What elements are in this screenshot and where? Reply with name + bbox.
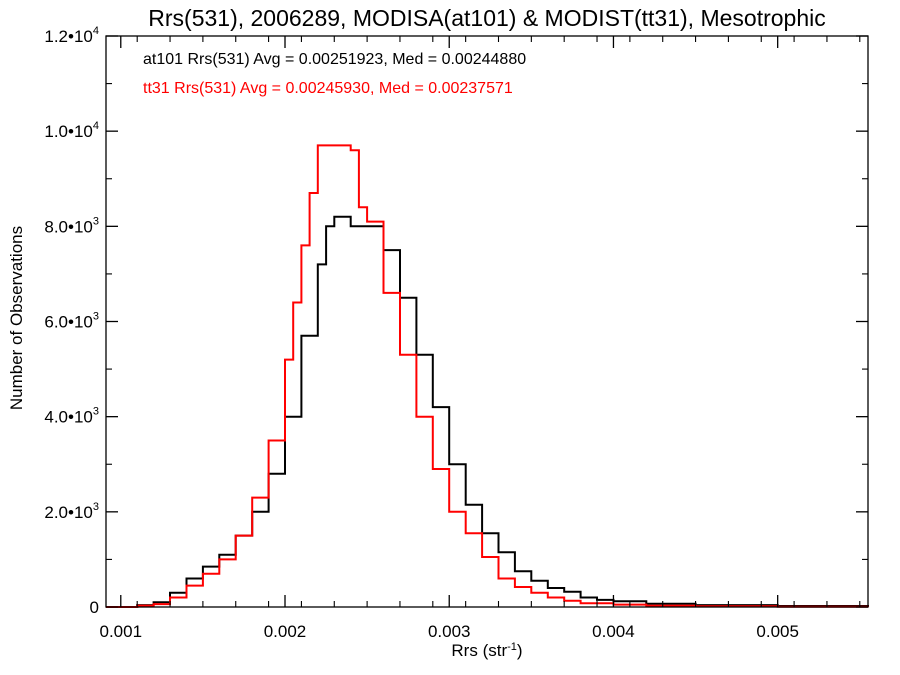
tick-layer: 0.001 0.002 0.003 0.004 0.00502.0•1034.0•103… bbox=[44, 25, 868, 641]
x-tick-label: 0.003 bbox=[428, 622, 471, 641]
y-tick-mantissa: 1.0•10 bbox=[44, 122, 93, 141]
y-tick-label: 4.0•103 bbox=[44, 406, 99, 427]
x-axis-label: Rrs (str-1) bbox=[451, 641, 522, 660]
x-tick-label: 0.004 bbox=[592, 622, 635, 641]
plot-frame bbox=[105, 35, 869, 608]
y-tick-mantissa: 4.0•10 bbox=[44, 408, 93, 427]
y-tick-mantissa: 2.0•10 bbox=[44, 503, 93, 522]
y-tick-exponent: 4 bbox=[93, 25, 99, 37]
series-line-0 bbox=[106, 215, 869, 608]
y-tick-exponent: 3 bbox=[93, 501, 99, 513]
series-layer bbox=[106, 144, 869, 608]
legend-entry-at101: at101 Rrs(531) Avg = 0.00251923, Med = 0… bbox=[143, 51, 526, 68]
x-axis-label-exponent: -1 bbox=[507, 641, 517, 653]
y-tick-label: 6.0•103 bbox=[44, 311, 99, 332]
y-tick-exponent: 3 bbox=[93, 215, 99, 227]
y-tick-mantissa: 6.0•10 bbox=[44, 313, 93, 332]
y-tick-label: 2.0•103 bbox=[44, 501, 99, 522]
y-axis-label: Number of Observations bbox=[7, 226, 26, 410]
x-tick-label: 0.001 bbox=[100, 622, 143, 641]
x-axis-label-main: Rrs (str bbox=[451, 641, 507, 660]
chart-title: Rrs(531), 2006289, MODISA(at101) & MODIS… bbox=[148, 5, 825, 31]
y-tick-mantissa: 8.0•10 bbox=[44, 217, 93, 236]
x-tick-label: 0.002 bbox=[264, 622, 307, 641]
x-axis-label-end: ) bbox=[517, 641, 523, 660]
series-line-1 bbox=[106, 144, 869, 608]
y-tick-mantissa: 0 bbox=[90, 598, 99, 617]
y-tick-exponent: 3 bbox=[93, 311, 99, 323]
x-tick-label: 0.005 bbox=[756, 622, 799, 641]
y-tick-mantissa: 1.2•10 bbox=[44, 27, 93, 46]
legend-entry-tt31: tt31 Rrs(531) Avg = 0.00245930, Med = 0.… bbox=[143, 80, 513, 97]
y-tick-exponent: 3 bbox=[93, 406, 99, 418]
y-tick-label: 1.2•104 bbox=[44, 25, 99, 46]
y-tick-exponent: 4 bbox=[93, 120, 99, 132]
y-tick-label: 1.0•104 bbox=[44, 120, 99, 141]
y-tick-label: 8.0•103 bbox=[44, 215, 99, 236]
y-tick-label: 0 bbox=[90, 598, 99, 617]
